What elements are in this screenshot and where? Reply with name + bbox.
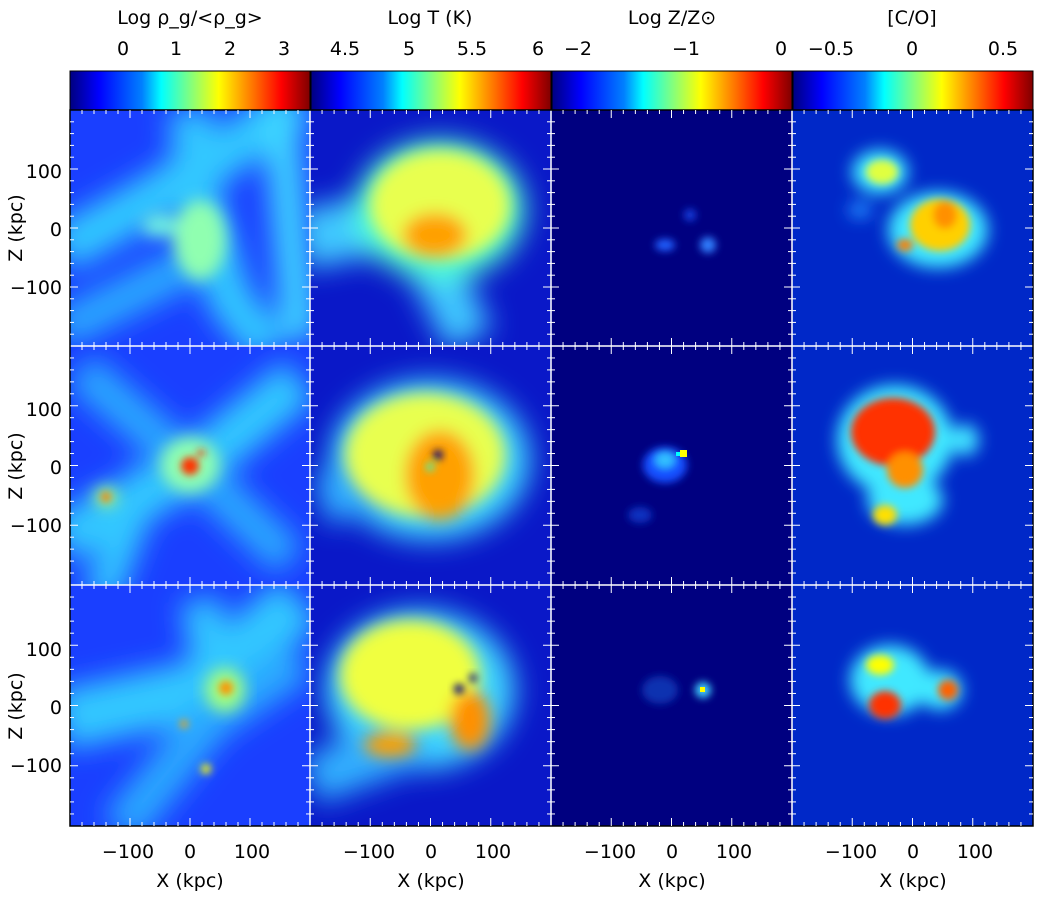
ytick-r2-100: 100 [26,399,62,421]
colorbars [70,71,1033,110]
ylabel-row2: Z (kpc) [5,432,27,499]
panel-metallicity-row3 [551,585,792,826]
cb0-tick-0: 0 [117,38,129,60]
panel-carbon-oxygen-row2 [792,346,1033,585]
colorbar-metallicity [552,71,792,110]
panel-density-row2 [60,346,310,600]
ytick-r2-m100: −100 [10,515,62,537]
ytick-r1-m100: −100 [10,277,62,299]
ytick-r3-m100: −100 [10,755,62,777]
xtick-c2-m100: −100 [343,841,395,863]
xtick-c4-0: 0 [907,841,919,863]
cb2-tick-1: −1 [672,38,700,60]
colorbar-label-carbon-oxygen: [C/O] [887,7,936,29]
cb2-tick-2: 0 [775,38,787,60]
cb1-tick-1: 5 [403,38,415,60]
xlabel-col1: X (kpc) [156,870,223,892]
cb0-tick-1: 1 [170,38,182,60]
xlabel-col2: X (kpc) [397,870,464,892]
panel-density-row3 [60,585,310,830]
cb3-tick-1: 0 [906,38,918,60]
cb1-tick-0: 4.5 [330,38,360,60]
panel-carbon-oxygen-row3 [792,585,1033,826]
xtick-c3-0: 0 [666,841,678,863]
ylabel-row1: Z (kpc) [5,194,27,261]
colorbar-carbon-oxygen [793,71,1033,110]
xtick-c2-100: 100 [475,841,511,863]
panel-density-row1 [60,100,310,350]
xtick-c4-m100: −100 [825,841,877,863]
xtick-c3-100: 100 [716,841,752,863]
cb2-tick-0: −2 [564,38,592,60]
ytick-r2-0: 0 [50,457,62,479]
cb0-tick-2: 2 [224,38,236,60]
panel-carbon-oxygen-row1 [792,110,1033,346]
xtick-c1-0: 0 [184,841,196,863]
panel-metallicity-row1 [551,110,792,346]
ytick-r1-100: 100 [26,161,62,183]
cb0-tick-3: 3 [278,38,290,60]
ytick-r3-100: 100 [26,639,62,661]
xlabel-col3: X (kpc) [638,870,705,892]
colorbar-temperature [311,71,551,110]
panel-metallicity-row2 [551,346,792,585]
xtick-c1-m100: −100 [102,841,154,863]
colorbar-label-metallicity: Log Z/Z⊙ [628,7,716,29]
colorbar-label-density: Log ρ_g/<ρ_g> [117,7,262,29]
xtick-c3-m100: −100 [584,841,636,863]
xtick-c1-100: 100 [234,841,270,863]
xtick-c4-100: 100 [957,841,993,863]
ytick-r3-0: 0 [50,697,62,719]
ylabel-row3: Z (kpc) [5,672,27,739]
xtick-c2-0: 0 [425,841,437,863]
cb3-tick-0: −0.5 [808,38,854,60]
panel-temperature-row2 [310,346,551,585]
cb1-tick-2: 5.5 [457,38,487,60]
panel-temperature-row1 [300,110,551,346]
cb1-tick-3: 6 [532,38,544,60]
ytick-r1-0: 0 [50,219,62,241]
xlabel-col4: X (kpc) [879,870,946,892]
colorbar-density [70,71,310,110]
panel-temperature-row3 [310,585,551,826]
colorbar-label-temperature: Log T (K) [388,7,473,29]
cb3-tick-2: 0.5 [988,38,1018,60]
